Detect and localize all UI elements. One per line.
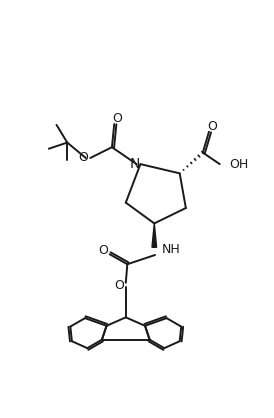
Text: OH: OH <box>229 158 248 171</box>
Text: O: O <box>98 244 108 257</box>
Text: O: O <box>112 112 122 125</box>
Text: O: O <box>115 278 125 291</box>
Text: O: O <box>207 120 217 133</box>
Text: O: O <box>79 151 89 164</box>
Text: N: N <box>130 157 140 171</box>
Text: NH: NH <box>162 243 181 256</box>
Polygon shape <box>152 223 157 247</box>
